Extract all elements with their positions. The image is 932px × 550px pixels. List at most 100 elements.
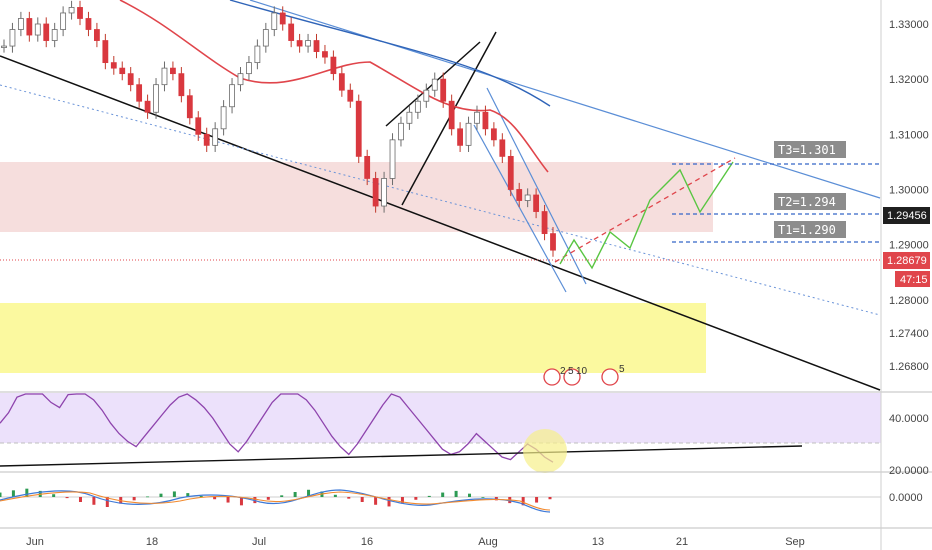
macd-bar [333,494,337,497]
zones-layer [0,162,881,443]
candle-body [448,100,455,130]
macd-bar [427,495,431,497]
candle-body [51,29,58,41]
macd-bar [374,497,378,505]
candle-body [262,29,269,47]
macd-bar [11,490,15,497]
event-flag-us-icon[interactable] [543,368,561,386]
projection-green-path [559,161,734,270]
candle-body [9,29,16,47]
time-tick-label: Aug [478,536,498,548]
candle-body [68,7,75,14]
candle-body [381,178,387,207]
ma-curve-red [119,0,549,173]
candle-body [482,111,489,130]
price-tick-label: 1.26800 [889,361,929,373]
signal-line [0,491,551,511]
candle-body [94,29,100,41]
macd-bar [481,497,485,498]
candle-body [195,117,202,135]
rsi-tick-label: 20.0000 [889,465,929,477]
candle-body [330,56,337,75]
price-axis: 1.33000 1.32000 1.31000 1.30000 1.29000 1.280… [880,0,930,550]
candle-body [524,194,531,201]
macd-bar [266,497,270,500]
macd-bar [548,497,552,500]
macd-pane [0,488,932,529]
candle-body [490,128,497,141]
price-tick-label: 1.30000 [889,184,929,196]
candle-body [389,139,396,179]
time-tick-label: 21 [676,536,688,548]
candle-body [161,67,168,86]
macd-bar [387,497,391,507]
events-layer[interactable]: 2 5 10 5 [543,364,625,386]
macd-bar [25,488,29,497]
candle-body [499,139,506,157]
candle-body [77,7,83,19]
macd-bar [105,497,109,507]
time-tick-label: 16 [361,536,373,548]
price-tick-label: 1.32000 [889,74,929,86]
macd-bar [65,497,69,499]
candle-body [423,89,430,102]
current-price-label: 1.29456 [887,210,927,222]
candle-body [271,12,278,30]
countdown-badge [895,271,930,287]
event-count-a: 2 [560,366,566,377]
candle-body [440,78,447,102]
target-t3-label: T3=1.301 [778,143,836,157]
price-tick-label: 1.28000 [889,295,929,307]
macd-bar [92,497,96,505]
macd-bar [293,492,297,497]
macd-bar [213,497,217,500]
candle-body [237,73,244,86]
time-tick-label: 13 [592,536,604,548]
event-count-b: 5 [568,366,574,377]
bid-price-label: 1.28679 [887,255,927,267]
macd-bar [186,493,190,497]
target-t3-badge [774,141,846,158]
macd-tick-label: 0.0000 [889,492,923,504]
rsi-line [0,393,554,463]
candle-body [60,12,67,30]
candle-body [153,84,159,113]
candle-body [102,40,109,64]
upper-channel-line [249,0,881,199]
target-t1-badge [774,221,846,238]
rsi-series [0,393,554,463]
candle-body [279,12,286,25]
candle-body [364,155,371,179]
macd-bar [535,497,539,503]
current-price-badge [883,207,930,224]
candle-body [229,84,235,108]
macd-bar [441,492,445,497]
target-t2-badge [774,193,846,210]
rsi-band [0,393,881,443]
event-flag-us-icon-2[interactable] [563,368,581,386]
target-t1-label: T1=1.290 [778,223,836,237]
dotted-channel-line [0,84,881,316]
candle-body [398,122,404,141]
candle-body [254,45,261,64]
event-flag-uk-icon[interactable] [601,368,619,386]
macd-bar [347,497,351,499]
macd-bar [78,497,82,502]
rsi-tick-label: 40.0000 [889,413,929,425]
candle-body [170,67,176,75]
rsi-pane [0,391,932,473]
time-ticks: Jun 18 Jul 16 Aug 13 21 Sep [26,536,805,548]
candle-body [533,194,540,212]
macd-bar [52,494,56,497]
candle-body [347,89,354,102]
macd-bar [360,497,364,502]
candle-body [17,18,24,30]
macd-bars [0,488,552,507]
time-tick-label: 18 [146,536,158,548]
candle-body [34,23,41,36]
candle-body [541,211,548,235]
macd-ticks: 0.0000 [889,492,923,504]
candle-body [296,40,303,47]
